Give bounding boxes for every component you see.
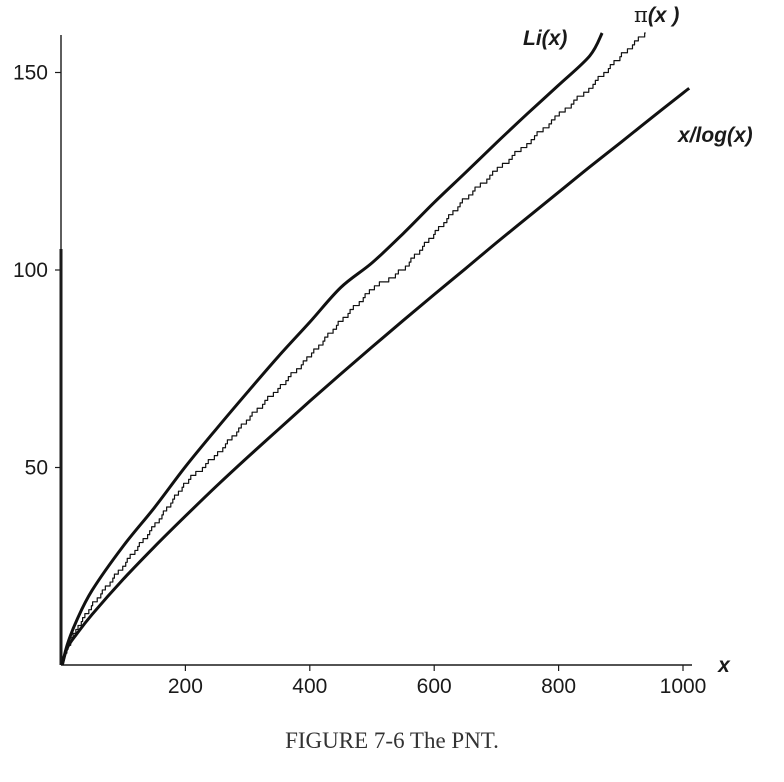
- x-tick-label: 400: [292, 675, 327, 698]
- li-x-curve: [60, 32, 604, 666]
- x-over-log-x-label: x/log(x): [677, 124, 753, 147]
- x-tick-label: 200: [168, 675, 203, 698]
- y-tick-label: 100: [13, 259, 48, 282]
- x-tick-label: 1000: [660, 675, 707, 698]
- pi-x-label: π(x ): [634, 3, 679, 27]
- x-axis-label: x: [717, 654, 731, 677]
- x-over-log-x-curve: [60, 87, 691, 666]
- x-tick-label: 600: [417, 675, 452, 698]
- plot-area: [60, 32, 691, 666]
- labels: Li(x) π(x ) x/log(x): [523, 3, 753, 147]
- pi-x-step-curve: [61, 32, 646, 662]
- y-tick-label: 150: [13, 62, 48, 85]
- li-x-label: Li(x): [523, 27, 567, 50]
- pnt-chart: 200 400 600 800 1000 50 100 150 x Li(x) π(x ) x/lo…: [13, 3, 753, 698]
- x-tick-label: 800: [541, 675, 576, 698]
- y-tick-label: 50: [25, 457, 48, 480]
- figure-caption: FIGURE 7-6 The PNT.: [285, 728, 499, 753]
- axes: 200 400 600 800 1000 50 100 150 x: [13, 35, 731, 698]
